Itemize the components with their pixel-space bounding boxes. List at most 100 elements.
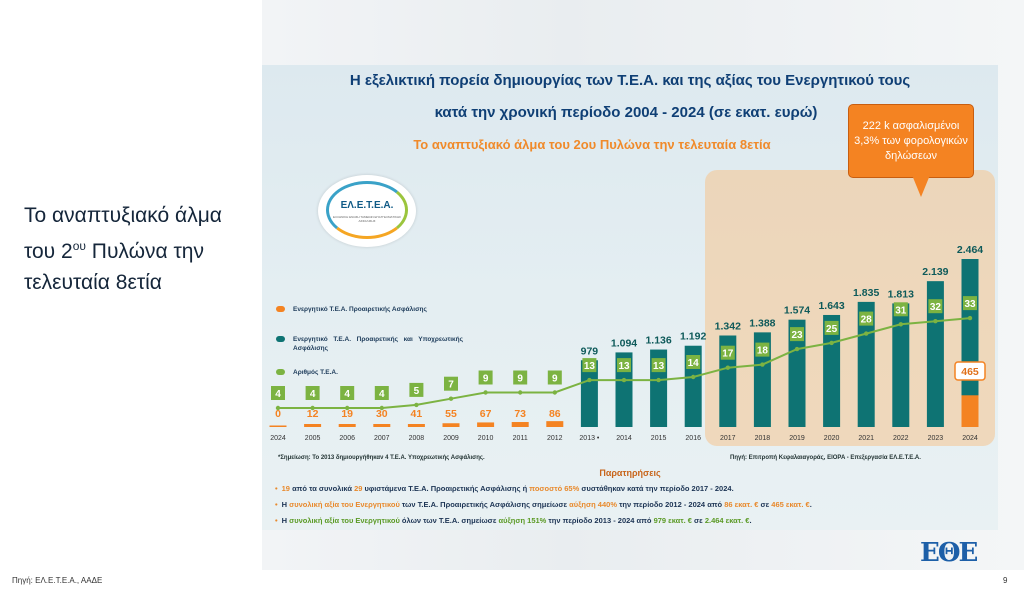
count-point: [483, 390, 488, 395]
bar-total: [926, 281, 944, 427]
bar-voluntary-label: 41: [411, 408, 423, 420]
x-tick-label: 2024: [270, 435, 286, 442]
observations-title: Παρατηρήσεις: [599, 468, 661, 478]
bar-voluntary-label: 12: [307, 408, 319, 420]
count-label: 25: [826, 324, 838, 335]
x-tick-label: 2023: [928, 435, 944, 442]
side-title: Το αναπτυξιακό άλμα του 2ου Πυλώνα την τ…: [24, 204, 222, 294]
bar-total-label: 1.388: [749, 317, 775, 329]
count-label-box: [790, 327, 804, 342]
bar-voluntary-label-box: [954, 361, 986, 381]
x-tick-label: 2020: [824, 435, 840, 442]
bar-voluntary-label: 55: [445, 408, 457, 420]
count-label-box: [582, 358, 597, 373]
x-tick-label: 2022: [893, 435, 909, 442]
count-point: [967, 315, 973, 321]
bullet-icon: •: [275, 500, 278, 509]
bar-voluntary-label: 67: [480, 408, 492, 420]
bar-voluntary-label: 465: [961, 366, 979, 378]
x-tick-label: 2016: [685, 435, 701, 442]
chart-subtitle: Το αναπτυξιακό άλμα του 2ου Πυλώνα την τ…: [413, 137, 771, 152]
count-point: [621, 377, 627, 383]
bar-voluntary: [477, 422, 495, 427]
count-label: 4: [310, 389, 316, 400]
bar-voluntary: [407, 424, 425, 427]
x-tick-label: 2005: [305, 435, 321, 442]
count-label-box: [720, 345, 735, 360]
count-label-box: [305, 386, 320, 400]
x-tick-label: 2006: [339, 435, 355, 442]
count-label-box: [374, 386, 389, 400]
count-point: [275, 405, 281, 411]
count-label-box: [513, 370, 528, 385]
logo-text: ΕΛ.Ε.Τ.Ε.Α.: [340, 200, 394, 211]
count-label: 31: [895, 305, 907, 316]
count-point: [656, 377, 661, 383]
x-tick-label: 2017: [720, 435, 736, 442]
chart-title-line2: κατά την χρονική περίοδο 2004 - 2024 (σε…: [434, 104, 818, 121]
x-tick-label: 2008: [409, 435, 425, 442]
bar-voluntary: [269, 425, 287, 427]
count-point: [898, 322, 903, 327]
count-point: [552, 390, 557, 395]
bullet-icon: •: [275, 516, 278, 525]
x-tick-label: 2014: [616, 435, 632, 442]
count-label: 7: [448, 380, 454, 391]
slide-source: Πηγή: ΕΛ.Ε.Τ.Ε.Α., ΑΑΔΕ: [12, 576, 103, 585]
brand-logo: ΕΘΕ: [920, 538, 978, 568]
count-point: [448, 396, 454, 401]
count-label-box: [478, 370, 493, 385]
count-label-box: [651, 358, 666, 373]
count-point: [414, 402, 419, 408]
observation-1: • 19 από τα συνολικά 29 υφιστάμενα Τ.Ε.Α.…: [275, 484, 734, 493]
count-point: [691, 374, 696, 380]
count-point: [760, 362, 765, 367]
x-tick-label: 2009: [443, 435, 459, 442]
callout-pointer: [912, 175, 930, 197]
count-point: [725, 365, 730, 370]
bar-voluntary: [373, 424, 391, 427]
count-point: [518, 390, 523, 395]
count-label-box: [859, 311, 874, 326]
x-tick-label: 2015: [651, 435, 667, 442]
bar-voluntary: [338, 424, 356, 427]
count-label-box: [409, 382, 424, 397]
bar-total-label: 1.643: [818, 300, 844, 312]
legend-item-all: Ενεργητικό Τ.Ε.Α. Προαιρετικής και Υποχρ…: [276, 335, 463, 353]
count-point: [794, 346, 800, 352]
count-point: [587, 377, 592, 383]
bar-voluntary: [961, 395, 979, 427]
bar-total-label: 1.813: [888, 288, 914, 300]
count-label: 9: [517, 374, 523, 385]
bullet-icon: •: [275, 484, 278, 493]
count-label: 13: [584, 361, 596, 372]
bar-total-label: 2.464: [957, 244, 983, 256]
legend-swatch-teal: [276, 336, 285, 342]
logo-ring-icon: [326, 181, 408, 239]
x-tick-label: 2013 •: [579, 435, 600, 442]
bar-voluntary: [511, 422, 529, 427]
count-point: [379, 405, 384, 411]
count-label: 9: [483, 374, 489, 385]
count-label: 9: [552, 374, 558, 385]
count-label-box: [963, 296, 977, 311]
count-label-box: [271, 386, 285, 400]
count-label: 4: [344, 389, 350, 400]
count-label-box: [617, 358, 631, 373]
count-label: 32: [930, 302, 942, 313]
count-label-box: [755, 342, 770, 357]
bar-line-chart: 0 2024 12 2005 19 2006 30 2007 41 2008 55 2009 67 201…: [269, 244, 986, 442]
count-point: [310, 405, 315, 411]
count-label-box: [893, 302, 908, 317]
x-tick-label: 2019: [789, 435, 805, 442]
count-point: [829, 340, 834, 346]
x-tick-label: 2007: [374, 435, 390, 442]
count-label: 4: [379, 389, 385, 400]
bar-voluntary-label: 73: [514, 408, 526, 420]
count-label: 4: [275, 389, 281, 400]
bar-voluntary: [442, 423, 460, 427]
bar-total-label: 1.136: [645, 335, 671, 347]
eletea-logo: ΕΛ.Ε.Τ.Ε.Α. ΕΛΛΗΝΙΚΗ ΕΝΩΣΗ ΤΑΜΕΙΩΝ ΕΠΑΓΓ…: [318, 175, 416, 247]
x-tick-label: 2012: [547, 435, 563, 442]
count-point: [933, 319, 938, 324]
